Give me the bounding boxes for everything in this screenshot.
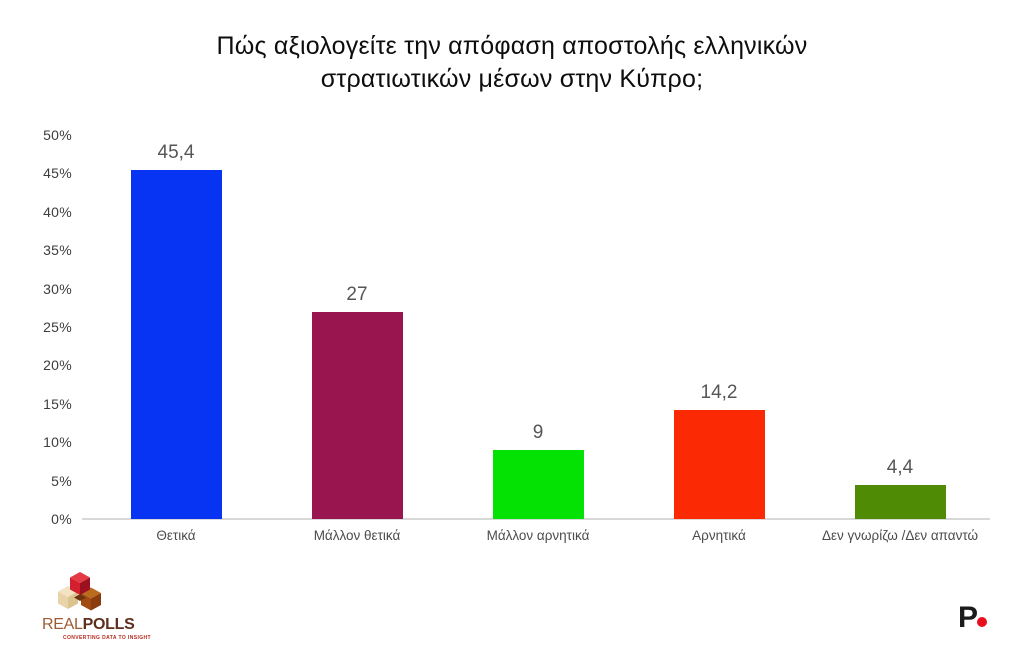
x-axis-category-label: Αρνητικά — [692, 528, 746, 543]
y-axis-tick-label: 20% — [43, 357, 72, 374]
x-axis-category-label: Θετικά — [156, 528, 196, 543]
chart-title: Πώς αξιολογείτε την απόφαση αποστολής ελ… — [216, 32, 808, 93]
y-axis-tick-label: 40% — [43, 203, 72, 220]
x-axis-category-label: Δεν γνωρίζω /Δεν απαντώ — [821, 528, 979, 543]
bar-4 — [673, 409, 765, 519]
realpolls-logo: REALPOLLS CONVERTING DATA TO INSIGHT — [42, 572, 172, 641]
y-axis-tick-label: 0% — [51, 511, 72, 527]
bar-2 — [311, 311, 403, 519]
bar-value-label: 45,4 — [157, 142, 195, 164]
bar-value-label: 4,4 — [886, 457, 914, 479]
x-axis-line — [82, 518, 990, 520]
realpolls-wordmark: REALPOLLS — [42, 616, 172, 634]
realpolls-cubes-icon — [58, 572, 101, 611]
realpolls-tagline: CONVERTING DATA TO INSIGHT — [63, 635, 151, 641]
x-axis-category-label: Μάλλον θετικά — [313, 528, 401, 543]
bar-value-label: 27 — [346, 283, 368, 305]
y-axis-tick-label: 50% — [43, 127, 72, 143]
y-axis-tick-label: 25% — [43, 319, 72, 335]
y-axis-tick-label: 5% — [51, 472, 72, 489]
bar-value-label: 14,2 — [700, 381, 738, 403]
protothema-logo: P — [958, 601, 987, 635]
protothema-red-dot-icon — [977, 617, 987, 627]
y-axis-tick-label: 15% — [43, 395, 72, 412]
protothema-letter: P — [957, 601, 978, 634]
bar-5 — [854, 485, 946, 519]
realpolls-wordmark-real: REAL — [42, 616, 83, 633]
y-axis-tick-label: 10% — [43, 434, 72, 451]
y-axis-tick-label: 30% — [43, 280, 72, 297]
bar-value-label: 9 — [532, 421, 544, 443]
y-axis-tick-label: 35% — [43, 242, 72, 259]
bar-1 — [130, 170, 222, 519]
realpolls-wordmark-polls: POLLS — [82, 616, 135, 633]
bar-3 — [492, 449, 584, 519]
x-axis-category-label: Μάλλον αρνητικά — [486, 528, 590, 543]
y-axis-tick-label: 45% — [43, 165, 72, 182]
